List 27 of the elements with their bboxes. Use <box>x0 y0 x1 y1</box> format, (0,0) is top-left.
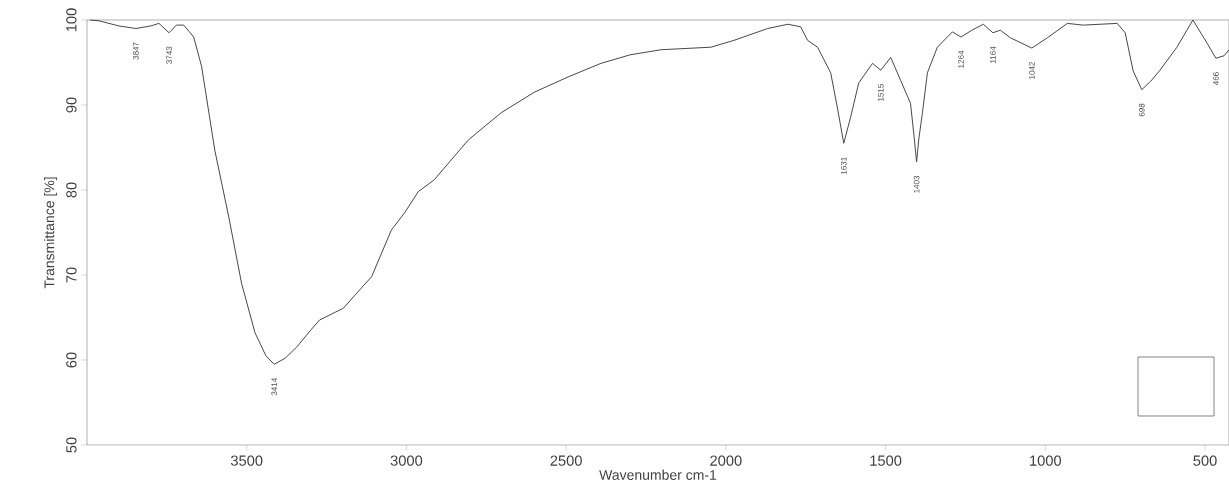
x-axis-title: Wavenumber cm-1 <box>599 469 717 480</box>
annotation: 1264 <box>958 50 964 68</box>
line-series <box>89 19 1229 365</box>
y-axis-title: Transmittance [%] <box>44 177 58 289</box>
x-tick-label: 500 <box>1193 455 1217 466</box>
y-tick-label: 80 <box>66 182 77 198</box>
annotation: 1164 <box>990 46 996 63</box>
x-tick-label: 3000 <box>390 455 423 466</box>
x-tick-label: 2500 <box>550 455 582 466</box>
annotation: 1515 <box>878 84 884 101</box>
annotation: 3847 <box>133 42 139 60</box>
annotation: 3743 <box>166 46 172 64</box>
y-tick-label: 70 <box>66 267 77 283</box>
x-tick-label: 1000 <box>1030 455 1062 466</box>
annotation: 3414 <box>271 378 278 396</box>
annotation: 1042 <box>1029 62 1035 79</box>
x-tick-label: 3500 <box>230 455 263 466</box>
annotation: 1403 <box>913 175 920 193</box>
annotation: 1631 <box>840 157 847 175</box>
x-tick-label: 1500 <box>870 455 902 466</box>
y-tick-label: 50 <box>66 437 77 453</box>
y-tick-label: 100 <box>66 8 77 32</box>
y-tick-label: 90 <box>66 97 77 113</box>
y-tick-label: 60 <box>66 352 77 368</box>
annotation: 466 <box>1213 72 1219 86</box>
x-tick-label: 2000 <box>710 455 742 466</box>
annotation: 698 <box>1138 103 1145 117</box>
